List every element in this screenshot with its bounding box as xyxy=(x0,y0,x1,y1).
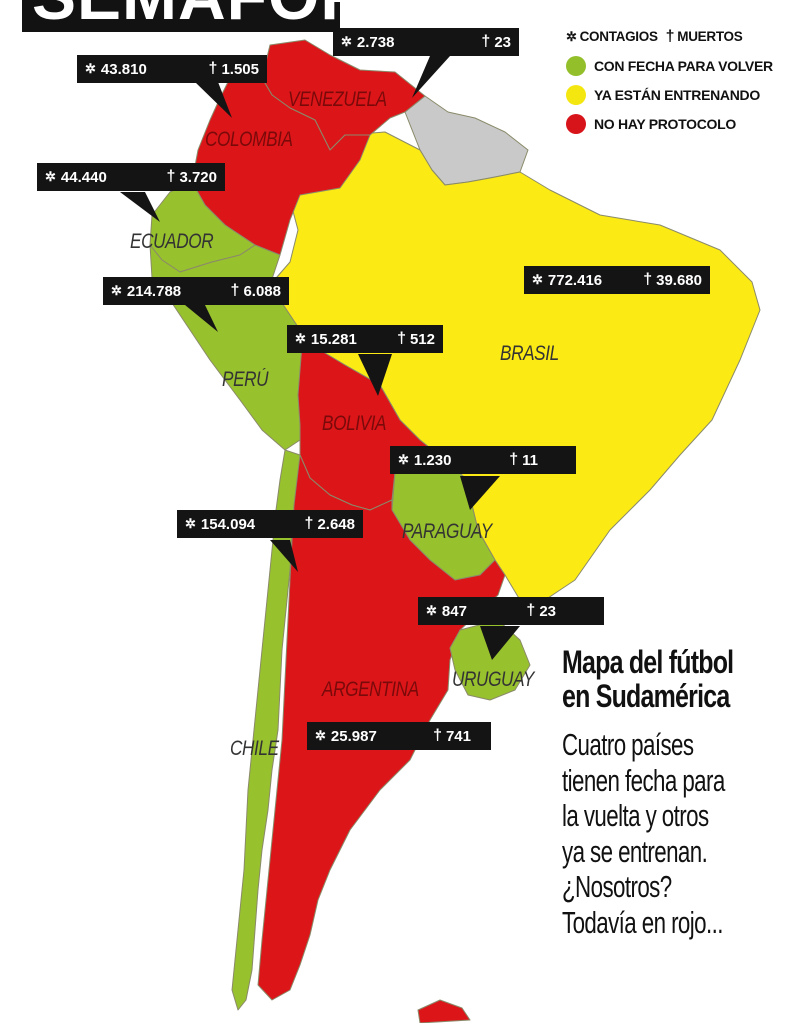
legend-header: ✲ CONTAGIOS † MUERTOS xyxy=(566,22,794,51)
virus-icon: ✲ xyxy=(185,516,196,531)
legend-swatch-green xyxy=(566,55,586,76)
dagger-icon: † xyxy=(481,33,491,50)
dagger-icon: † xyxy=(433,727,442,744)
virus-icon: ✲ xyxy=(341,34,352,49)
legend-cases-label: CONTAGIOS xyxy=(579,29,658,44)
caption-title-line: Mapa del fútbol xyxy=(562,644,734,680)
caption-title: Mapa del fútbol en Sudamérica xyxy=(562,645,796,713)
label-colombia: COLOMBIA xyxy=(205,128,293,151)
legend-item: CON FECHA PARA VOLVER xyxy=(566,51,794,80)
caption-title-line: en Sudamérica xyxy=(562,678,730,714)
label-venezuela: VENEZUELA xyxy=(288,88,387,111)
caption-body-line: Todavía en rojo... xyxy=(562,904,723,940)
cases-value: 43.810 xyxy=(100,60,147,78)
virus-icon: ✲ xyxy=(315,728,326,743)
caption-body-line: ¿Nosotros? xyxy=(562,869,672,904)
virus-icon: ✲ xyxy=(111,283,122,298)
cases-value: 214.788 xyxy=(126,282,182,300)
caption-body: Cuatro países tienen fecha para la vuelt… xyxy=(562,727,792,940)
cases-value: 15.281 xyxy=(310,330,357,348)
callout-ecuador: ✲ 44.440 † 3.720 xyxy=(37,163,225,191)
deaths-value: 23 xyxy=(494,33,511,51)
deaths-value: 3.720 xyxy=(179,168,217,186)
label-bolivia: BOLIVIA xyxy=(322,412,387,435)
legend-label: NO HAY PROTOCOLO xyxy=(594,115,736,132)
legend-item: YA ESTÁN ENTRENANDO xyxy=(566,80,794,109)
dagger-icon: † xyxy=(397,330,406,347)
page-title: SEMÁFORO xyxy=(22,0,340,32)
tierra-del-fuego-shape xyxy=(417,999,471,1023)
dagger-icon: † xyxy=(230,282,240,299)
callout-brasil: ✲ 772.416 † 39.680 xyxy=(524,266,710,294)
deaths-value: 1.505 xyxy=(221,60,259,78)
deaths-value: 23 xyxy=(539,602,556,620)
callout-uruguay: ✲ 847 † 23 xyxy=(418,597,604,625)
virus-icon: ✲ xyxy=(85,61,96,76)
caption-body-line: Cuatro países xyxy=(562,727,694,762)
virus-icon: ✲ xyxy=(532,272,543,287)
caption-body-line: ya se entrenan. xyxy=(562,833,708,869)
dagger-icon: † xyxy=(208,60,218,77)
legend-swatch-red xyxy=(566,113,586,134)
cases-value: 44.440 xyxy=(60,168,107,186)
callout-chile: ✲ 154.094 † 2.648 xyxy=(177,510,363,538)
cases-value: 25.987 xyxy=(330,727,377,745)
legend: ✲ CONTAGIOS † MUERTOS CON FECHA PARA VOL… xyxy=(566,22,794,138)
virus-icon: ✲ xyxy=(566,28,577,44)
callout-bolivia: ✲ 15.281 † 512 xyxy=(287,325,443,353)
chile-shape xyxy=(231,449,303,1011)
legend-deaths-label: MUERTOS xyxy=(677,29,743,44)
callout-venezuela: ✲ 2.738 † 23 xyxy=(333,28,519,56)
dagger-icon: † xyxy=(643,271,653,288)
callout-argentina: ✲ 25.987 † 741 xyxy=(307,722,491,750)
deaths-value: 741 xyxy=(445,727,471,745)
dagger-icon: † xyxy=(526,602,536,619)
label-chile: CHILE xyxy=(230,737,279,760)
dagger-icon: † xyxy=(166,168,176,185)
colombia-shape xyxy=(191,77,371,256)
label-ecuador: ECUADOR xyxy=(130,230,214,253)
legend-label: CON FECHA PARA VOLVER xyxy=(594,57,773,74)
virus-icon: ✲ xyxy=(295,331,306,346)
cases-value: 772.416 xyxy=(547,271,603,289)
deaths-value: 11 xyxy=(522,451,538,469)
caption: Mapa del fútbol en Sudamérica Cuatro paí… xyxy=(562,645,792,940)
cases-value: 154.094 xyxy=(200,515,256,533)
callout-peru: ✲ 214.788 † 6.088 xyxy=(103,277,289,305)
virus-icon: ✲ xyxy=(45,169,56,184)
label-brasil: BRASIL xyxy=(500,342,559,365)
deaths-value: 39.680 xyxy=(656,271,702,289)
legend-swatch-yellow xyxy=(566,84,586,105)
virus-icon: ✲ xyxy=(398,452,409,467)
caption-body-line: tienen fecha para xyxy=(562,762,725,798)
deaths-value: 2.648 xyxy=(317,515,355,533)
caption-body-line: la vuelta y otros xyxy=(562,798,709,833)
dagger-icon: † xyxy=(304,515,314,532)
callout-paraguay: ✲ 1.230 † 11 xyxy=(390,446,576,474)
label-uruguay: URUGUAY xyxy=(452,668,534,691)
cases-value: 847 xyxy=(441,602,467,620)
dagger-icon: † xyxy=(509,451,519,468)
deaths-value: 512 xyxy=(409,330,435,348)
legend-label: YA ESTÁN ENTRENANDO xyxy=(594,86,760,103)
cases-value: 1.230 xyxy=(413,451,452,469)
callout-colombia: ✲ 43.810 † 1.505 xyxy=(77,55,267,83)
virus-icon: ✲ xyxy=(426,603,437,618)
label-paraguay: PARAGUAY xyxy=(402,520,492,543)
label-peru: PERÚ xyxy=(222,368,269,391)
label-argentina: ARGENTINA xyxy=(322,678,419,701)
legend-item: NO HAY PROTOCOLO xyxy=(566,109,794,138)
cases-value: 2.738 xyxy=(356,33,395,51)
dagger-icon: † xyxy=(665,27,675,45)
deaths-value: 6.088 xyxy=(243,282,281,300)
